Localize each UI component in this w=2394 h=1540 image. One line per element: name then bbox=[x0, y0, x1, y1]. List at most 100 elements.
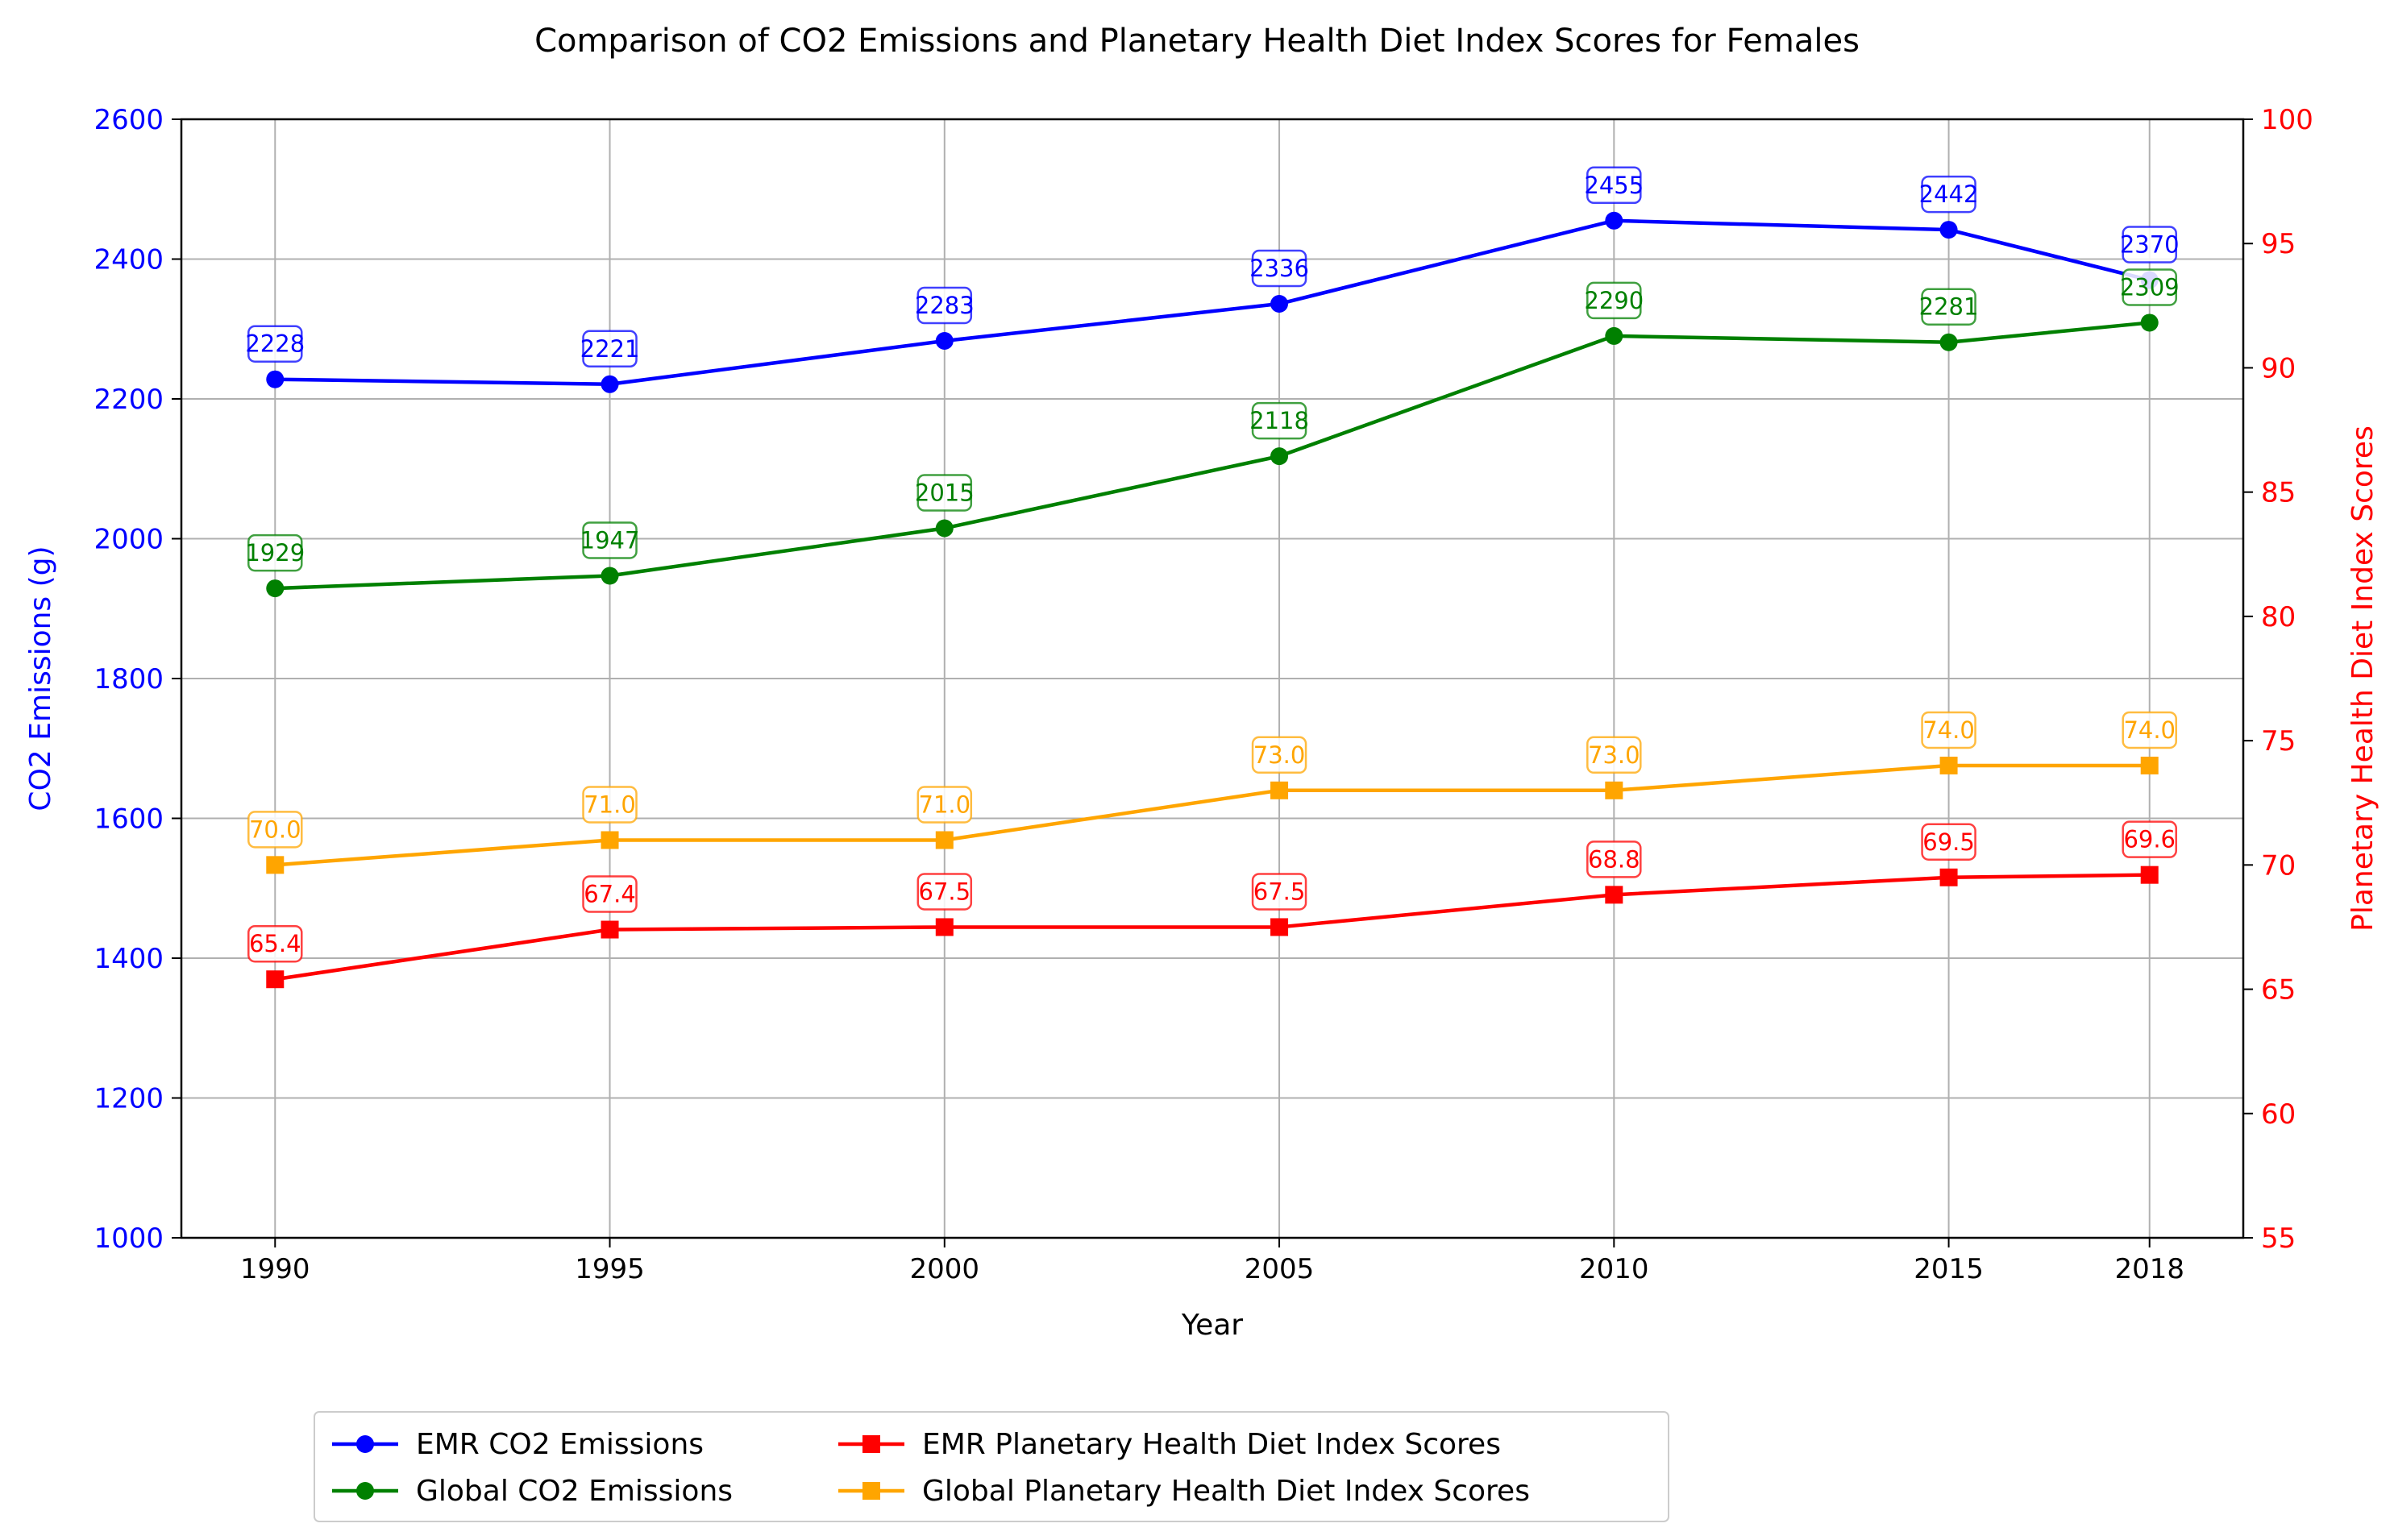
data-label-box bbox=[1251, 401, 1307, 440]
data-label: 2290 bbox=[1584, 281, 1644, 320]
legend-marker bbox=[862, 1435, 880, 1453]
y-tick-label-left: 2000 bbox=[94, 524, 164, 556]
x-tick-label: 2010 bbox=[1579, 1253, 1649, 1285]
data-label: 70.0 bbox=[247, 811, 303, 849]
y-tick-label-left: 1400 bbox=[94, 943, 164, 975]
data-label-text: 70.0 bbox=[249, 816, 301, 843]
data-label-box bbox=[916, 474, 973, 512]
series-line bbox=[275, 763, 2150, 867]
x-tick-label: 1990 bbox=[240, 1253, 310, 1285]
data-label-box bbox=[1921, 175, 1976, 214]
data-label: 2015 bbox=[915, 474, 975, 512]
x-tick-label: 2018 bbox=[2114, 1253, 2184, 1285]
x-tick-label: 2000 bbox=[910, 1253, 980, 1285]
legend-label: EMR Planetary Health Diet Index Scores bbox=[922, 1428, 1501, 1461]
y-tick-label-right: 55 bbox=[2261, 1222, 2296, 1255]
data-label: 74.0 bbox=[2122, 711, 2177, 749]
series-line bbox=[274, 873, 2150, 982]
data-label-text: 67.4 bbox=[584, 881, 636, 908]
data-label-box bbox=[2122, 820, 2177, 858]
data-point bbox=[601, 920, 619, 939]
data-label: 2281 bbox=[1919, 288, 1979, 326]
y-tick-label-right: 90 bbox=[2261, 352, 2296, 384]
data-label: 74.0 bbox=[1921, 711, 1976, 749]
data-point bbox=[1939, 868, 1958, 886]
y-axis-label-right: Planetary Health Diet Index Scores bbox=[2346, 425, 2379, 932]
x-tick-label: 2005 bbox=[1245, 1253, 1315, 1285]
data-point bbox=[1270, 295, 1289, 313]
x-tick-label: 1995 bbox=[575, 1253, 645, 1285]
data-label: 69.5 bbox=[1921, 823, 1976, 861]
series-1 bbox=[266, 313, 2159, 598]
data-label-box bbox=[1251, 736, 1307, 774]
data-point bbox=[2140, 865, 2159, 884]
data-point bbox=[2140, 756, 2159, 774]
data-point bbox=[1939, 333, 1958, 351]
series-0 bbox=[266, 211, 2159, 393]
y-tick-label-left: 1600 bbox=[94, 803, 164, 836]
data-label-text: 2118 bbox=[1249, 407, 1309, 434]
data-label: 2370 bbox=[2120, 226, 2180, 264]
data-label-text: 71.0 bbox=[584, 791, 636, 818]
legend-item: Global Planetary Health Diet Index Score… bbox=[838, 1475, 1530, 1508]
data-label-text: 69.6 bbox=[2123, 826, 2176, 853]
data-label: 2336 bbox=[1249, 249, 1309, 288]
data-label: 2228 bbox=[245, 325, 305, 363]
data-label: 67.4 bbox=[582, 875, 638, 913]
legend-box bbox=[314, 1411, 1669, 1522]
data-label-text: 2309 bbox=[2120, 273, 2180, 301]
data-label: 65.4 bbox=[247, 924, 303, 963]
data-label: 2221 bbox=[580, 330, 639, 368]
data-label-box bbox=[916, 286, 973, 325]
data-point bbox=[266, 579, 285, 598]
data-label: 2455 bbox=[1584, 166, 1644, 205]
data-point bbox=[935, 918, 954, 936]
legend-marker bbox=[862, 1482, 880, 1500]
y-tick-label-right: 75 bbox=[2261, 725, 2296, 758]
legend-marker bbox=[356, 1482, 374, 1500]
axes: 1990 1995 2000 2005 2010 2015 2018 1000 1200 1400… bbox=[94, 104, 2313, 1285]
data-label-text: 2370 bbox=[2120, 231, 2180, 259]
x-axis-label: Year bbox=[1181, 1309, 1243, 1342]
data-label-box bbox=[916, 873, 973, 911]
data-label: 67.5 bbox=[916, 873, 973, 911]
y-tick-label-right: 65 bbox=[2261, 974, 2296, 1007]
legend-item: Global CO2 Emissions bbox=[332, 1475, 733, 1508]
data-label-text: 2290 bbox=[1584, 287, 1644, 314]
data-point bbox=[1605, 886, 1623, 904]
y-tick-label-right: 85 bbox=[2261, 477, 2296, 509]
y-tick-label-right: 80 bbox=[2261, 601, 2296, 633]
data-label: 73.0 bbox=[1251, 736, 1307, 774]
data-point bbox=[1270, 918, 1289, 936]
data-label-text: 2283 bbox=[915, 292, 975, 319]
y-tick-label-right: 100 bbox=[2261, 104, 2313, 136]
data-label-text: 2336 bbox=[1249, 255, 1309, 282]
data-label: 73.0 bbox=[1586, 736, 1642, 774]
legend-label: EMR CO2 Emissions bbox=[416, 1428, 704, 1461]
y-tick-label-left: 2200 bbox=[94, 384, 164, 416]
data-label: 2118 bbox=[1249, 401, 1309, 440]
data-point bbox=[935, 831, 954, 849]
data-point bbox=[1605, 781, 1623, 799]
data-label-text: 65.4 bbox=[249, 930, 301, 957]
legend-item: EMR Planetary Health Diet Index Scores bbox=[838, 1428, 1501, 1461]
series-2 bbox=[266, 865, 2159, 989]
legend-label: Global Planetary Health Diet Index Score… bbox=[922, 1475, 1530, 1508]
y-tick-label-left: 1800 bbox=[94, 663, 164, 695]
data-label: 2309 bbox=[2120, 268, 2180, 306]
y-tick-label-right: 70 bbox=[2261, 849, 2296, 882]
series-line bbox=[275, 321, 2150, 591]
data-label: 1929 bbox=[245, 533, 305, 572]
data-label-text: 71.0 bbox=[919, 791, 971, 818]
data-label-text: 2281 bbox=[1919, 293, 1979, 321]
data-label-text: 2015 bbox=[915, 479, 975, 506]
data-label-text: 2455 bbox=[1584, 172, 1644, 199]
data-label-box bbox=[2122, 226, 2177, 264]
data-point bbox=[601, 375, 619, 393]
chart-title: Comparison of CO2 Emissions and Planetar… bbox=[534, 23, 1860, 60]
data-label: 69.6 bbox=[2122, 820, 2177, 858]
series-3 bbox=[266, 756, 2159, 874]
data-label-text: 68.8 bbox=[1588, 845, 1640, 873]
data-point bbox=[935, 519, 954, 538]
